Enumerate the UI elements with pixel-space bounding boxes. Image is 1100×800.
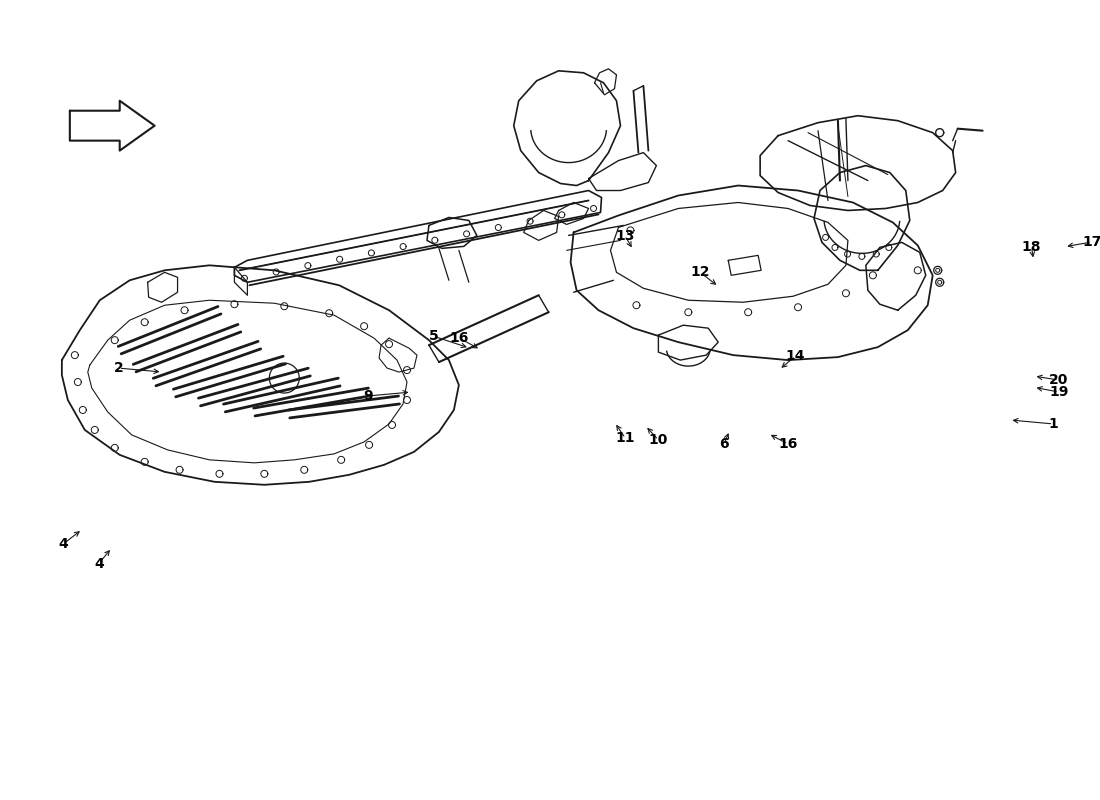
Text: 16: 16	[778, 437, 798, 451]
Text: 4: 4	[58, 537, 68, 550]
Text: 14: 14	[785, 349, 805, 363]
Text: 13: 13	[616, 230, 635, 243]
Text: 18: 18	[1022, 240, 1042, 254]
Text: 2: 2	[113, 361, 123, 375]
Text: 16: 16	[449, 330, 469, 345]
Text: 19: 19	[1049, 385, 1068, 399]
Text: 20: 20	[1049, 373, 1068, 387]
Text: 10: 10	[649, 433, 668, 447]
Text: 4: 4	[94, 557, 103, 570]
Text: 11: 11	[616, 431, 635, 446]
Text: 1: 1	[1048, 417, 1058, 431]
Text: 9: 9	[363, 389, 373, 403]
Text: 12: 12	[691, 266, 710, 279]
Text: 17: 17	[1082, 235, 1100, 249]
Text: 6: 6	[719, 437, 729, 451]
Text: 5: 5	[429, 329, 438, 343]
